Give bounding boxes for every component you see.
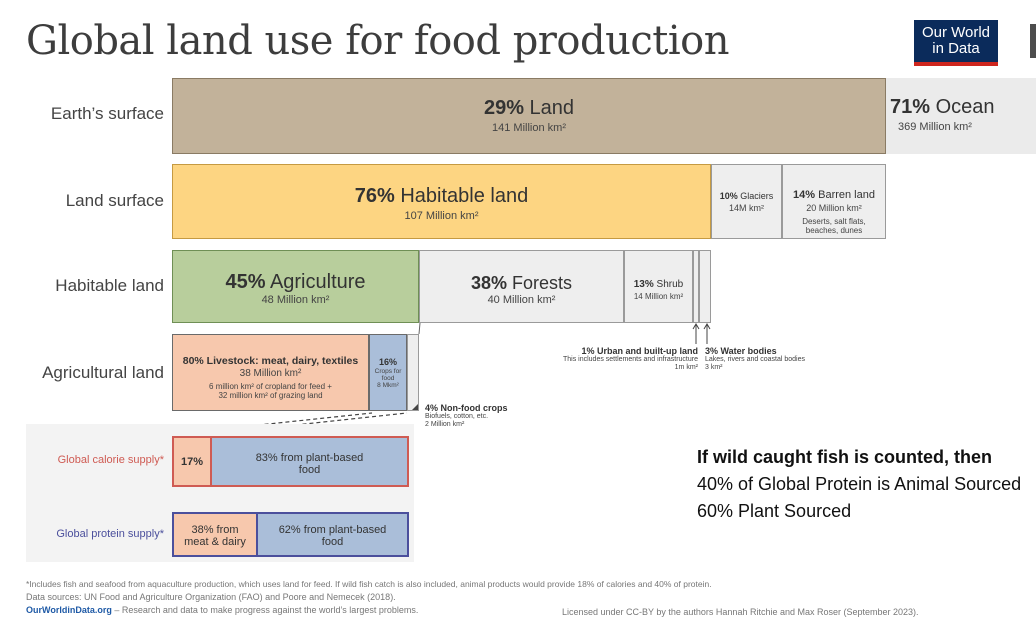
- row-label-protein: Global protein supply*: [56, 528, 164, 540]
- habitable-pct: 76%: [354, 185, 395, 207]
- row-label-calorie: Global calorie supply*: [57, 454, 164, 466]
- forests-area: 40 Million km²: [487, 294, 556, 306]
- footer-site-line: OurWorldinData.org – Research and data t…: [26, 605, 418, 615]
- barren-area: 20 Million km²: [806, 203, 862, 213]
- agriculture-pct: 45%: [225, 271, 266, 293]
- agriculture-box: 45% Agriculture 48 Million km²: [172, 250, 419, 323]
- crops-area: 8 Mkm²: [377, 382, 399, 389]
- shrub-box: 13% Shrub 14 Million km²: [624, 250, 693, 323]
- crops-line-2: food: [381, 375, 395, 382]
- livestock-note-2: 32 million km² of grazing land: [218, 391, 323, 400]
- land-box: 29% Land 141 Million km²: [172, 78, 886, 154]
- nonfood-title: 4% Non-food crops: [425, 403, 508, 413]
- logo-line-2: in Data: [932, 40, 980, 57]
- water-box: [699, 250, 711, 323]
- barren-note-2: beaches, dunes: [805, 226, 863, 235]
- forests-pct: 38%: [470, 273, 507, 293]
- barren-name: Barren land: [818, 189, 875, 201]
- calorie-plant-line-1: 83% from plant-based: [255, 452, 364, 464]
- water-desc: Lakes, rivers and coastal bodies: [705, 356, 805, 363]
- protein-plant-box: 62% from plant-based food: [256, 512, 409, 557]
- protein-plant-line-1: 62% from plant-based: [278, 524, 387, 536]
- nonfood-box: [407, 334, 419, 411]
- glaciers-pct: 10%: [719, 191, 738, 201]
- logo-accent-bar: [914, 62, 998, 66]
- land-name: Land: [529, 97, 575, 119]
- row-label-habitable: Habitable land: [55, 276, 164, 295]
- agriculture-name: Agriculture: [269, 271, 366, 293]
- nonfood-desc: Biofuels, cotton, etc.: [425, 413, 489, 420]
- agriculture-area: 48 Million km²: [261, 294, 330, 306]
- ocean-box: 71% Ocean 369 Million km²: [886, 78, 1036, 154]
- land-area: 141 Million km²: [492, 122, 566, 134]
- urban-arrow: [692, 323, 700, 330]
- row-label-land: Land surface: [65, 191, 164, 210]
- ocean-name: Ocean: [935, 96, 995, 118]
- row-label-earth: Earth’s surface: [50, 104, 164, 123]
- forests-name: Forests: [512, 273, 573, 293]
- calorie-animal-pct: 17%: [180, 456, 204, 468]
- barren-note-1: Deserts, salt flats,: [802, 217, 866, 226]
- glaciers-box: 10% Glaciers 14M km²: [711, 164, 782, 239]
- page-title: Global land use for food production: [26, 18, 730, 64]
- data-sources: Data sources: UN Food and Agriculture Or…: [26, 592, 396, 602]
- calorie-plant-box: 83% from plant-based food: [210, 436, 409, 487]
- protein-animal-box: 38% from meat & dairy: [172, 512, 258, 557]
- side-note-line-2: 40% of Global Protein is Animal Sourced: [697, 474, 1022, 494]
- calorie-animal-box: 17%: [172, 436, 212, 487]
- calorie-connector-right: [211, 412, 408, 435]
- forests-box: 38% Forests 40 Million km²: [419, 250, 624, 323]
- crops-pct: 16%: [378, 357, 397, 367]
- ocean-pct: 71%: [890, 96, 931, 118]
- protein-animal-line-2: meat & dairy: [184, 536, 246, 548]
- barren-pct: 14%: [793, 189, 816, 201]
- habitable-land-box: 76% Habitable land 107 Million km²: [172, 164, 711, 239]
- urban-area: 1m km²: [674, 364, 698, 371]
- row-label-agricultural: Agricultural land: [42, 363, 164, 382]
- footnote: *Includes fish and seafood from aquacult…: [26, 579, 712, 589]
- water-note: 3% Water bodies Lakes, rivers and coasta…: [705, 347, 805, 372]
- ocean-area: 369 Million km²: [898, 121, 972, 133]
- urban-box: [693, 250, 699, 323]
- owid-logo[interactable]: Our World in Data: [914, 20, 998, 66]
- land-pct: 29%: [483, 97, 524, 119]
- livestock-title: 80% Livestock: meat, dairy, textiles: [182, 355, 359, 367]
- water-area: 3 km²: [705, 364, 723, 371]
- shrub-name: Shrub: [656, 279, 684, 290]
- habitable-name: Habitable land: [400, 185, 529, 207]
- nonfood-area: 2 Million km²: [425, 421, 465, 428]
- shrub-pct: 13%: [633, 279, 654, 290]
- glaciers-area: 14M km²: [728, 203, 764, 213]
- habitable-area: 107 Million km²: [404, 210, 479, 222]
- crops-line-1: Crops for: [374, 368, 402, 375]
- calorie-plant-line-2: food: [298, 464, 321, 476]
- side-note-line-3: 60% Plant Sourced: [697, 501, 852, 521]
- protein-animal-line-1: 38% from: [191, 524, 239, 536]
- livestock-area: 38 Million km²: [239, 368, 302, 379]
- nonfood-arrow: [412, 404, 418, 410]
- water-title: 3% Water bodies: [705, 346, 777, 356]
- shrub-area: 14 Million km²: [633, 292, 684, 301]
- barren-box: 14% Barren land 20 Million km² Deserts, …: [782, 164, 886, 239]
- glaciers-name: Glaciers: [740, 191, 774, 201]
- site-link[interactable]: OurWorldinData.org: [26, 605, 112, 615]
- urban-note: 1% Urban and built-up land This includes…: [520, 347, 698, 372]
- livestock-box: 80% Livestock: meat, dairy, textiles 38 …: [172, 334, 369, 411]
- site-tagline: – Research and data to make progress aga…: [111, 605, 419, 615]
- agri-connector: [418, 322, 421, 335]
- urban-title: 1% Urban and built-up land: [581, 346, 699, 356]
- protein-plant-line-2: food: [321, 536, 344, 548]
- edge-strip: [1030, 24, 1036, 58]
- urban-desc: This includes settlements and infrastruc…: [562, 356, 698, 363]
- nonfood-note: 4% Non-food crops Biofuels, cotton, etc.…: [425, 404, 508, 429]
- livestock-note-1: 6 million km² of cropland for feed +: [209, 382, 332, 391]
- side-note-line-1: If wild caught fish is counted, then: [697, 447, 993, 467]
- license: Licensed under CC-BY by the authors Hann…: [562, 607, 919, 617]
- crops-box: 16% Crops for food 8 Mkm²: [369, 334, 407, 411]
- calorie-connector-left: [173, 412, 373, 435]
- logo-line-1: Our World: [921, 24, 991, 41]
- water-arrow: [703, 323, 711, 330]
